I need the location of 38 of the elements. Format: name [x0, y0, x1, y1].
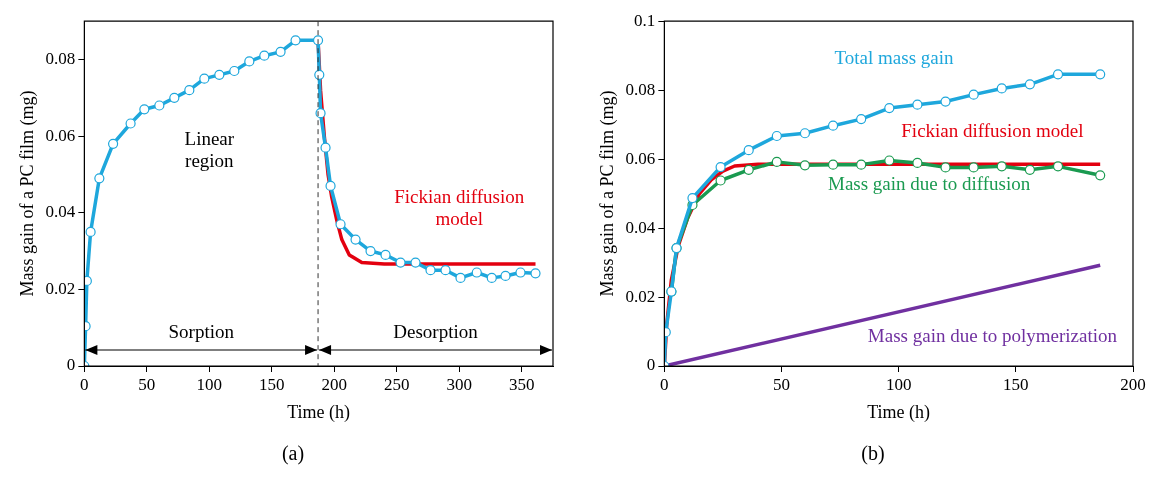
annotation: Desorption	[393, 320, 479, 342]
series-label: Mass gain due to polymerization	[867, 324, 1118, 346]
x-tick-label: 350	[509, 374, 535, 394]
y-axis-title: Mass gain of a PC film (mg)	[596, 90, 618, 297]
x-tick-label: 100	[196, 374, 223, 394]
y-tick-label: 0.08	[625, 79, 656, 99]
x-tick-label: 150	[1003, 374, 1029, 394]
y-tick-label: 0.02	[45, 278, 76, 298]
series-label: Fickian diffusion model	[394, 185, 525, 229]
y-tick-label: 0.1	[634, 10, 656, 30]
x-tick-label: 50	[138, 374, 156, 394]
x-tick-label: 200	[1120, 374, 1146, 394]
x-tick-label: 300	[446, 374, 473, 394]
y-tick-label: 0.06	[45, 125, 76, 145]
y-tick-label: 0.04	[625, 217, 656, 237]
x-tick-label: 100	[885, 374, 912, 394]
y-tick-label: 0	[66, 355, 76, 375]
y-tick-label: 0.02	[625, 286, 656, 306]
y-tick-label: 0.08	[45, 48, 76, 68]
x-axis-title: Time (h)	[287, 401, 351, 423]
x-tick-label: 250	[384, 374, 410, 394]
x-tick-label: 50	[773, 374, 791, 394]
y-tick-label: 0	[646, 355, 656, 375]
text: (b)	[861, 442, 885, 465]
series-label: Total mass gain	[834, 47, 954, 69]
series-label: Fickian diffusion model	[901, 119, 1084, 141]
x-tick-label: 150	[259, 374, 285, 394]
annotation: Sorption	[168, 320, 235, 342]
annotation: Linear region	[184, 128, 235, 172]
x-tick-label: 0	[80, 374, 89, 394]
y-tick-label: 0.04	[45, 202, 76, 222]
x-tick-label: 200	[321, 374, 348, 394]
text: (a)	[281, 442, 305, 465]
y-axis-title: Mass gain of a PC film (mg)	[16, 90, 38, 297]
x-axis-title: Time (h)	[867, 401, 931, 423]
y-tick-label: 0.06	[625, 148, 656, 168]
series-label: Mass gain due to diffusion	[827, 172, 1031, 194]
x-tick-label: 0	[660, 374, 669, 394]
